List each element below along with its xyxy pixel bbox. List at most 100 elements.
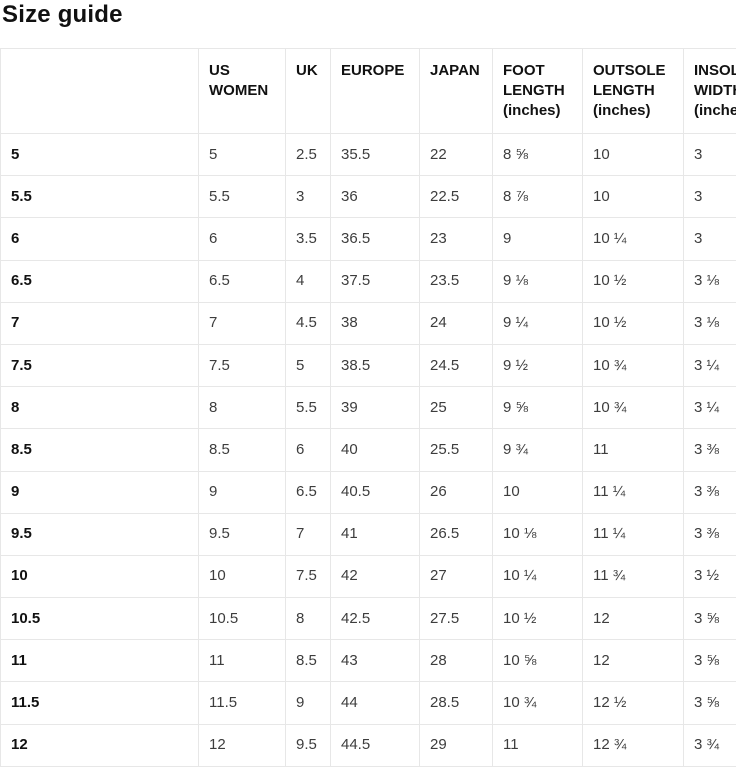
cell-insole-width: 3 ⅛ (683, 259, 736, 303)
cell-size: 12 (0, 723, 199, 767)
cell-japan: 22.5 (419, 175, 493, 219)
column-header-foot-length: FOOT LENGTH (inches) (492, 48, 583, 134)
cell-foot-length: 9 ¼ (492, 301, 583, 345)
column-header-us-women: US WOMEN (198, 48, 286, 134)
cell-insole-width: 3 ⅜ (683, 470, 736, 514)
cell-insole-width: 3 ⅛ (683, 301, 736, 345)
cell-outsole-length: 10 ¼ (582, 217, 684, 261)
cell-uk: 5 (285, 343, 331, 388)
cell-size: 9.5 (0, 512, 199, 556)
cell-size: 7.5 (0, 343, 199, 388)
cell-insole-width: 3 ⅝ (683, 597, 736, 641)
cell-us-women: 10 (198, 554, 286, 599)
cell-us-women: 7.5 (198, 343, 286, 388)
cell-foot-length: 10 ¾ (492, 681, 583, 725)
cell-uk: 3 (285, 175, 331, 219)
cell-japan: 26.5 (419, 512, 493, 556)
cell-size: 8.5 (0, 428, 199, 472)
header-row: US WOMEN UK EUROPE JAPAN FOOT LENGTH (in… (0, 48, 736, 134)
cell-foot-length: 9 ¾ (492, 428, 583, 472)
cell-europe: 38 (330, 301, 420, 345)
cell-us-women: 11 (198, 639, 286, 683)
cell-uk: 6 (285, 428, 331, 472)
cell-outsole-length: 10 (582, 132, 684, 177)
cell-outsole-length: 11 ¼ (582, 512, 684, 556)
cell-insole-width: 3 ⅜ (683, 428, 736, 472)
table-row: 11 11 8.5 43 28 10 ⅝ 12 3 ⅝ (0, 639, 736, 683)
cell-japan: 28.5 (419, 681, 493, 725)
cell-outsole-length: 11 (582, 428, 684, 472)
cell-europe: 44 (330, 681, 420, 725)
cell-europe: 40.5 (330, 470, 420, 514)
cell-japan: 22 (419, 132, 493, 177)
cell-size: 7 (0, 301, 199, 345)
cell-insole-width: 3 ½ (683, 554, 736, 599)
cell-uk: 8 (285, 597, 331, 641)
cell-uk: 4.5 (285, 301, 331, 345)
cell-europe: 35.5 (330, 132, 420, 177)
column-header-insole-width: INSOLE WIDTH (inches) (683, 48, 736, 134)
cell-japan: 29 (419, 723, 493, 767)
cell-uk: 3.5 (285, 217, 331, 261)
cell-us-women: 9 (198, 470, 286, 514)
cell-foot-length: 11 (492, 723, 583, 767)
cell-outsole-length: 11 ¾ (582, 554, 684, 599)
column-header-europe: EUROPE (330, 48, 420, 134)
column-header-japan: JAPAN (419, 48, 493, 134)
cell-japan: 26 (419, 470, 493, 514)
cell-japan: 25 (419, 386, 493, 430)
cell-japan: 27.5 (419, 597, 493, 641)
cell-foot-length: 10 ⅛ (492, 512, 583, 556)
cell-uk: 9 (285, 681, 331, 725)
cell-japan: 23.5 (419, 259, 493, 303)
cell-us-women: 12 (198, 723, 286, 767)
page-title: Size guide (2, 1, 123, 28)
cell-outsole-length: 12 (582, 597, 684, 641)
cell-europe: 36 (330, 175, 420, 219)
cell-uk: 7.5 (285, 554, 331, 599)
cell-outsole-length: 10 ¾ (582, 386, 684, 430)
cell-uk: 7 (285, 512, 331, 556)
cell-uk: 2.5 (285, 132, 331, 177)
column-header-uk: UK (285, 48, 331, 134)
cell-europe: 40 (330, 428, 420, 472)
cell-size: 10.5 (0, 597, 199, 641)
cell-outsole-length: 10 ½ (582, 301, 684, 345)
cell-europe: 36.5 (330, 217, 420, 261)
cell-insole-width: 3 ⅜ (683, 512, 736, 556)
cell-us-women: 5 (198, 132, 286, 177)
cell-europe: 39 (330, 386, 420, 430)
cell-europe: 43 (330, 639, 420, 683)
column-header-size (0, 48, 199, 134)
cell-japan: 23 (419, 217, 493, 261)
cell-insole-width: 3 ⅝ (683, 681, 736, 725)
cell-us-women: 10.5 (198, 597, 286, 641)
cell-foot-length: 8 ⅝ (492, 132, 583, 177)
cell-outsole-length: 12 (582, 639, 684, 683)
cell-outsole-length: 11 ¼ (582, 470, 684, 514)
cell-foot-length: 9 ⅛ (492, 259, 583, 303)
cell-size: 9 (0, 470, 199, 514)
cell-uk: 8.5 (285, 639, 331, 683)
cell-outsole-length: 12 ¾ (582, 723, 684, 767)
cell-uk: 4 (285, 259, 331, 303)
cell-europe: 38.5 (330, 343, 420, 388)
cell-insole-width: 3 ⅝ (683, 639, 736, 683)
cell-japan: 27 (419, 554, 493, 599)
cell-japan: 24.5 (419, 343, 493, 388)
cell-size: 5.5 (0, 175, 199, 219)
cell-us-women: 8.5 (198, 428, 286, 472)
cell-insole-width: 3 ¼ (683, 343, 736, 388)
table-row: 10.5 10.5 8 42.5 27.5 10 ½ 12 3 ⅝ (0, 597, 736, 641)
cell-uk: 6.5 (285, 470, 331, 514)
cell-uk: 9.5 (285, 723, 331, 767)
cell-outsole-length: 10 (582, 175, 684, 219)
cell-size: 8 (0, 386, 199, 430)
